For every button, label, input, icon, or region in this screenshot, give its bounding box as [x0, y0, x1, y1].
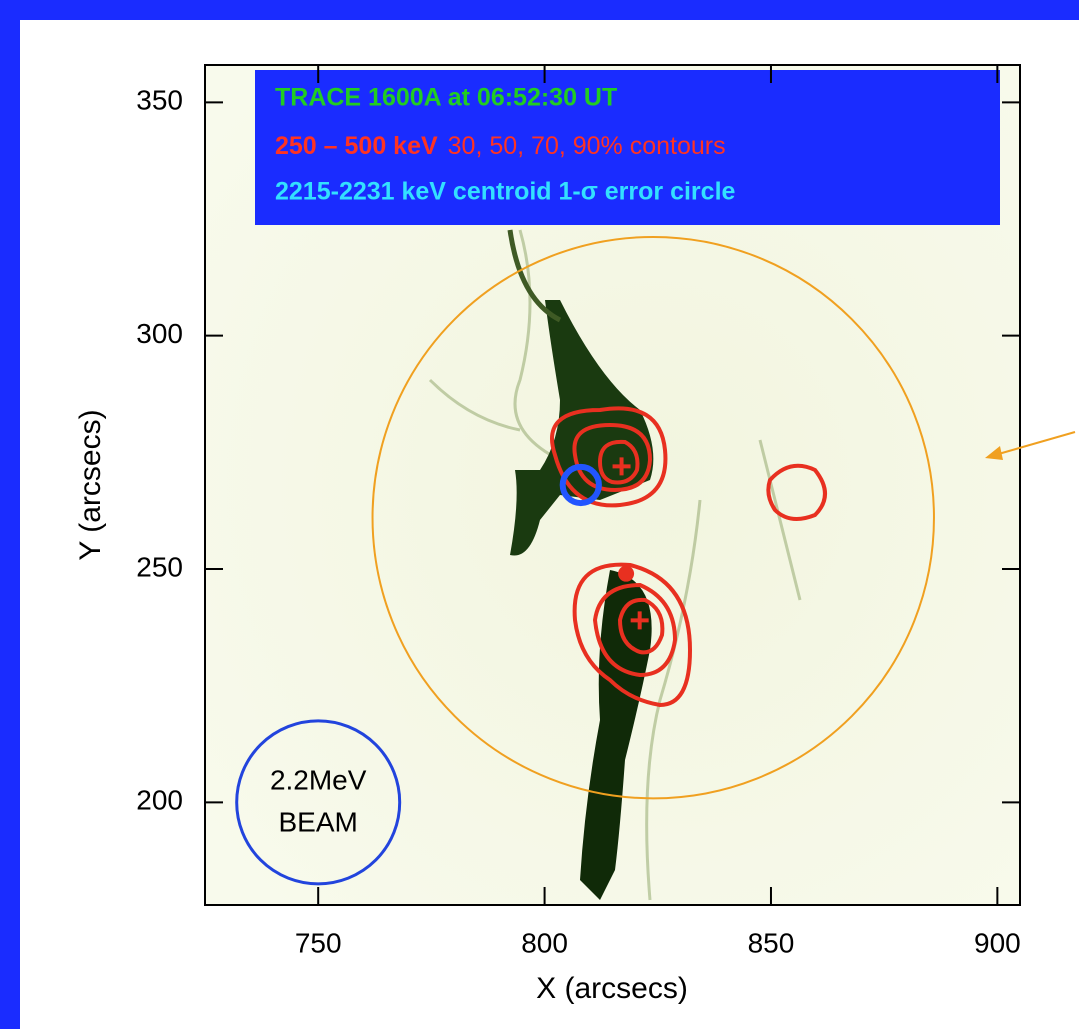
- x-tick-label: 900: [974, 927, 1021, 958]
- x-tick-label: 850: [748, 927, 795, 958]
- x-tick-label: 750: [295, 927, 342, 958]
- legend-rest: 30, 50, 70, 90% contours: [448, 132, 726, 160]
- beam-label: 2.2MeV: [270, 765, 367, 796]
- y-tick-label: 300: [136, 318, 183, 349]
- dot: [618, 566, 634, 582]
- y-tick-label: 200: [136, 785, 183, 816]
- y-tick-label: 250: [136, 551, 183, 582]
- legend-bold: 250 – 500 keV: [275, 132, 438, 160]
- x-tick-label: 800: [521, 927, 568, 958]
- chart: TRACE 1600A at 06:52:30 UT 250 – 500 keV…: [0, 0, 1079, 1029]
- legend-line: TRACE 1600A at 06:52:30 UT: [275, 84, 617, 112]
- legend-line: 2215-2231 keV centroid 1-σ error circle: [275, 178, 736, 206]
- x-axis-label: X (arcsecs): [536, 972, 688, 1005]
- legend-line: 250 – 500 keV 30, 50, 70, 90% contours: [275, 132, 726, 160]
- beam-label: BEAM: [279, 807, 358, 838]
- y-axis-label: Y (arcsecs): [74, 409, 107, 560]
- page: TRACE 1600A at 06:52:30 UT 250 – 500 keV…: [0, 0, 1079, 1029]
- y-tick-label: 350: [136, 85, 183, 116]
